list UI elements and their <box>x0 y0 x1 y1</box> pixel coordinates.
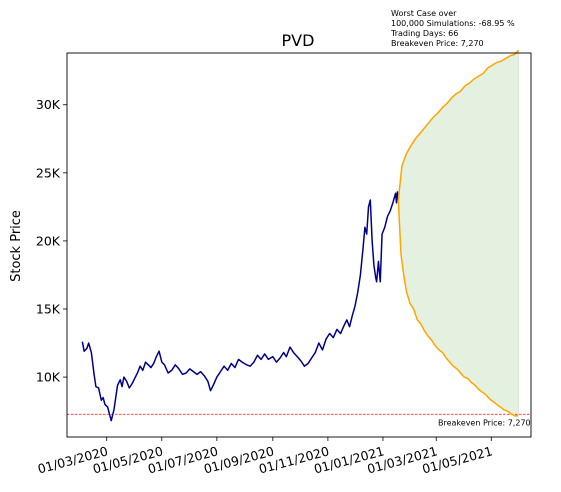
annotation-line-3: Trading Days: 66 <box>390 29 458 38</box>
y-tick-label: 15K <box>36 302 61 317</box>
simulation-range-band <box>397 49 519 417</box>
forecast-lower-line <box>397 200 519 417</box>
y-tick-label: 20K <box>36 233 61 248</box>
y-axis-label: Stock Price <box>9 210 24 282</box>
historical-price-line <box>81 191 400 422</box>
x-axis-ticks: 01/03/202001/05/202001/07/202001/09/2020… <box>36 437 494 477</box>
y-axis-ticks: 10K 15K 20K 25K 30K <box>36 97 67 385</box>
annotation-line-2: 100,000 Simulations: -68.95 % <box>391 19 515 28</box>
y-tick-label: 30K <box>36 97 61 112</box>
plot-frame <box>66 52 532 438</box>
y-tick-label: 25K <box>36 165 61 180</box>
annotation-line-4: Breakeven Price: 7,270 <box>391 39 484 48</box>
forecast-upper-line <box>397 49 519 201</box>
breakeven-label: Breakeven Price: 7,270 <box>438 418 531 427</box>
y-tick-label: 10K <box>36 370 61 385</box>
annotation-line-1: Worst Case over <box>391 9 457 18</box>
chart-title: PVD <box>282 31 315 50</box>
plot-area: Breakeven Price: 7,270 <box>67 49 531 427</box>
annotation-box: Worst Case over 100,000 Simulations: -68… <box>390 9 515 48</box>
